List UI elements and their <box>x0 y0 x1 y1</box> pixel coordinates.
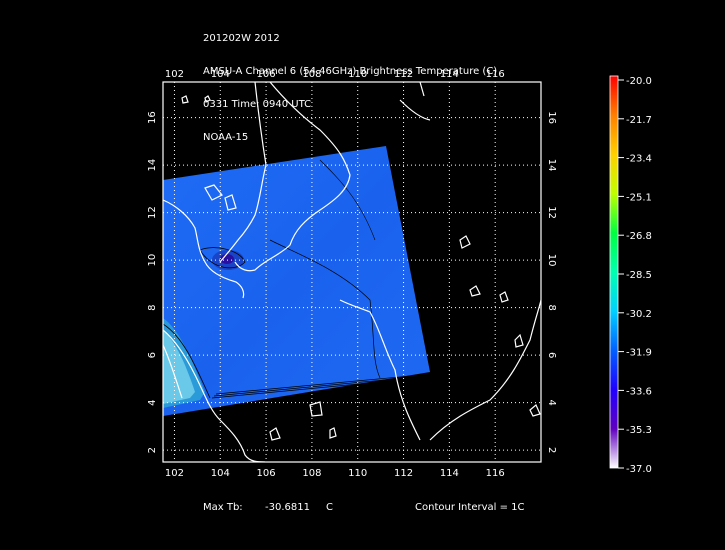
colorbar-labels: -20.0 -21.7 -23.4 -25.1 -26.8 -28.5 -30.2 -31.9… <box>618 76 652 475</box>
satellite-swath <box>163 146 430 416</box>
coastlines <box>163 82 541 462</box>
colorbar-tick-label: -25.1 <box>626 192 652 203</box>
colorbar-tick-label: -28.5 <box>626 270 652 281</box>
title-line-channel: AMSU-A Channel 6 (54.46GHz) Brightness T… <box>203 66 498 77</box>
max-tb-label: Max Tb: <box>203 502 243 513</box>
lon-tick-label-top: 102 <box>165 69 184 80</box>
lon-tick-label-bottom: 114 <box>440 468 459 479</box>
colorbar-tick-label: -26.8 <box>626 231 652 242</box>
lon-tick-label-bottom: 112 <box>394 468 413 479</box>
lat-tick-label-right: 2 <box>546 447 557 453</box>
lat-tick-label-left: 10 <box>147 254 158 267</box>
lat-tick-label-right: 8 <box>546 304 557 310</box>
lon-tick-label-top: 116 <box>486 69 505 80</box>
lon-tick-label-bottom: 106 <box>257 468 276 479</box>
lon-tick-label-bottom: 116 <box>486 468 505 479</box>
colorbar-tick-label: -31.9 <box>626 348 652 359</box>
colorbar-tick-label: -21.7 <box>626 115 652 126</box>
colorbar-tick-label: -35.3 <box>626 425 652 436</box>
lat-tick-label-left: 4 <box>147 399 158 405</box>
axis-tick-labels: 1021021041041061061081081101101121121141… <box>147 69 557 479</box>
lon-tick-label-bottom: 102 <box>165 468 184 479</box>
lat-tick-label-right: 4 <box>546 399 557 405</box>
lat-tick-label-right: 16 <box>546 111 557 124</box>
lat-tick-label-left: 2 <box>147 447 158 453</box>
title-line-date: 201202W 2012 <box>203 33 280 44</box>
lon-tick-label-bottom: 104 <box>211 468 230 479</box>
plot-frame <box>162 81 542 463</box>
lat-tick-label-left: 6 <box>147 352 158 358</box>
lat-tick-label-right: 14 <box>546 159 557 172</box>
max-tb-unit: C <box>326 502 333 513</box>
colorbar <box>609 75 619 469</box>
lat-tick-label-left: 12 <box>147 206 158 219</box>
lat-tick-label-left: 14 <box>147 159 158 172</box>
lat-tick-label-left: 16 <box>147 111 158 124</box>
lon-tick-label-top: 108 <box>302 69 321 80</box>
lon-tick-label-top: 104 <box>211 69 230 80</box>
lon-tick-label-top: 114 <box>440 69 459 80</box>
lat-tick-label-right: 6 <box>546 352 557 358</box>
warm-edge-inner <box>163 330 195 404</box>
lat-tick-label-right: 12 <box>546 206 557 219</box>
colorbar-tick-label: -37.0 <box>626 464 652 475</box>
colorbar-tick-label: -30.2 <box>626 309 652 320</box>
lat-tick-label-right: 10 <box>546 254 557 267</box>
lat-lon-grid <box>163 82 541 462</box>
cold-core <box>220 254 234 264</box>
swath-area <box>163 146 430 416</box>
lon-tick-label-top: 112 <box>394 69 413 80</box>
lon-tick-label-top: 110 <box>348 69 367 80</box>
max-tb-value: -30.6811 <box>265 502 310 513</box>
lon-tick-label-top: 106 <box>257 69 276 80</box>
lat-tick-label-left: 8 <box>147 304 158 310</box>
colorbar-tick-label: -20.0 <box>626 76 652 87</box>
colorbar-tick-label: -33.6 <box>626 386 652 397</box>
contour-interval: Contour Interval = 1C <box>415 502 525 513</box>
lon-tick-label-bottom: 108 <box>302 468 321 479</box>
title-line-satellite: NOAA-15 <box>203 132 249 143</box>
lon-tick-label-bottom: 110 <box>348 468 367 479</box>
map-title: 201202W 2012 AMSU-A Channel 6 (54.46GHz)… <box>203 11 497 154</box>
colorbar-tick-label: -23.4 <box>626 154 652 165</box>
title-line-time: 0331 Time: 0940 UTC <box>203 99 312 110</box>
